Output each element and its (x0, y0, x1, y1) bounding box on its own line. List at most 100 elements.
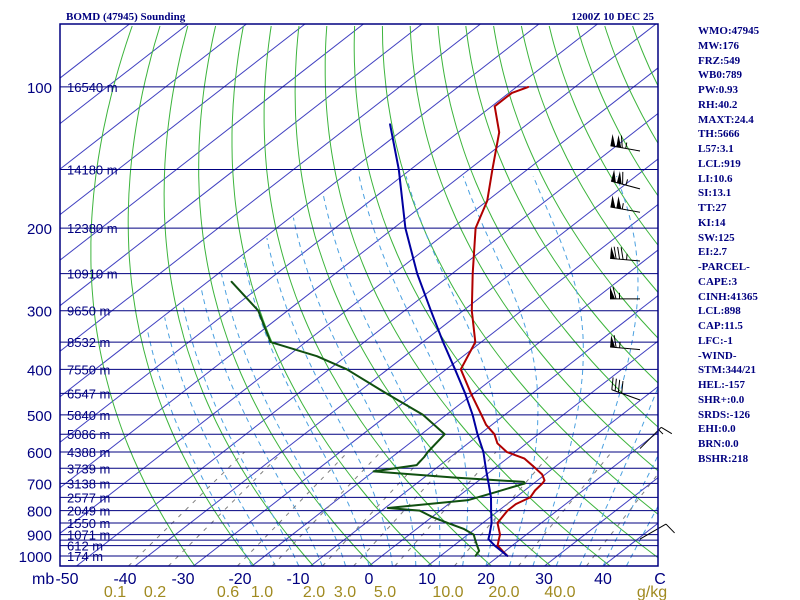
index-item: RH:40.2 (698, 98, 738, 111)
temperature-point (511, 92, 513, 94)
mixing-ratio-tick-label: 5.0 (374, 584, 396, 600)
pressure-axis-unit: mb (32, 571, 54, 588)
temperature-tick-label: -20 (228, 571, 251, 588)
wind-barb-flag (617, 246, 621, 260)
temperature-point (496, 442, 499, 445)
wind-barb-half (619, 341, 621, 348)
index-item: TT:27 (698, 202, 727, 214)
temperature-point (497, 539, 500, 541)
pressure-tick-label: 100 (27, 80, 52, 97)
temperature-tick-label: -10 (286, 571, 309, 588)
temperature-point (471, 272, 474, 275)
pressure-tick-label: 200 (27, 221, 52, 238)
parcel-point (506, 555, 509, 557)
dewpoint-point (387, 507, 389, 509)
wind-barb (611, 377, 641, 401)
temperature-tick-label: -40 (113, 571, 136, 588)
temperature-point (534, 489, 536, 492)
dewpoint-point (422, 414, 424, 416)
isotherm-line (60, 67, 658, 534)
index-item: SI:13.1 (698, 187, 732, 200)
dewpoint-point (478, 550, 480, 552)
sounding-traces (230, 85, 546, 557)
index-item: FRZ:549 (698, 54, 741, 67)
temperature-tick-label: 30 (535, 571, 553, 588)
wind-barb-flag (613, 246, 617, 259)
wind-barb (610, 334, 641, 351)
wind-barb-pennant (616, 171, 622, 184)
dry-adiabat-line (772, 26, 800, 566)
height-tick-label: 16540 m (67, 80, 118, 95)
index-item: -PARCEL- (698, 261, 750, 273)
dewpoint-point (462, 528, 465, 530)
isobar-lines (60, 86, 658, 557)
moist-adiabat-line (322, 194, 441, 566)
wind-barb-flag (620, 135, 623, 148)
moist-adiabat-line (532, 176, 584, 566)
dewpoint-point (476, 544, 478, 547)
temperature-point (514, 503, 517, 505)
wind-barb-flag (665, 523, 675, 534)
wind-barb-staff (639, 523, 667, 540)
mixing-ratio-tick-label: 3.0 (334, 584, 356, 600)
isotherm-line (251, 249, 658, 566)
pressure-tick-label: 1000 (19, 549, 52, 566)
wind-barb (610, 286, 640, 300)
dry-adiabat-line (294, 25, 552, 566)
dewpoint-point (523, 481, 525, 483)
isotherm-line (60, 24, 481, 352)
temperature-point (496, 544, 499, 547)
dry-adiabat-line (90, 25, 196, 566)
mixing-ratio-line (168, 451, 283, 566)
dewpoint-point (472, 533, 475, 536)
index-item: SRDS:-126 (698, 408, 750, 421)
dewpoint-point (495, 491, 498, 493)
index-item: STM:344/21 (698, 364, 757, 377)
pressure-tick-label: 600 (27, 445, 52, 462)
temperature-point (474, 227, 477, 229)
parcel-point (442, 341, 444, 343)
temperature-point (541, 482, 544, 485)
dry-adiabat-line (409, 25, 658, 472)
pressure-tick-label: 900 (27, 528, 52, 545)
height-tick-label: 5840 m (67, 408, 110, 423)
parcel-point (493, 544, 496, 547)
index-item: EHI:0.0 (698, 423, 736, 436)
dry-adiabat-line (381, 25, 658, 515)
mixing-ratio-tick-label: 20.0 (488, 584, 519, 600)
temperature-trace (459, 85, 546, 557)
mixing-ratio-tick-label: 0.6 (217, 584, 239, 600)
pressure-tick-label: 800 (27, 504, 52, 521)
dewpoint-point (230, 280, 233, 283)
temperature-point (506, 509, 509, 512)
dewpoint-point (446, 522, 449, 524)
height-tick-label: 12380 m (67, 221, 118, 236)
dewpoint-point (474, 555, 477, 557)
temperature-point (505, 451, 508, 453)
isotherm-line (368, 340, 658, 566)
isotherm-line (60, 24, 189, 125)
moist-adiabat-line (292, 217, 417, 566)
index-item: LCL:898 (698, 305, 741, 318)
temperature-point (499, 533, 501, 536)
wind-barb-flag (621, 381, 624, 394)
parcel-point (430, 309, 432, 312)
wind-barb-staff (610, 346, 641, 351)
wind-barb-column (610, 133, 675, 540)
pressure-tick-label: 300 (27, 304, 52, 321)
temperature-point (498, 131, 501, 134)
dewpoint-point (372, 470, 375, 473)
wind-barb-half (625, 142, 628, 149)
temperature-point (486, 200, 488, 202)
wind-barb-pennant (611, 169, 616, 183)
temperature-point (491, 168, 494, 171)
index-item: KI:14 (698, 216, 726, 229)
isotherm-line (60, 24, 540, 398)
wind-barb-half (626, 253, 628, 260)
plot-frame (59, 23, 659, 567)
wind-barb-pennant (610, 286, 615, 299)
dewpoint-point (418, 509, 421, 512)
parcel-point (487, 538, 490, 540)
temperature-point (493, 105, 496, 108)
